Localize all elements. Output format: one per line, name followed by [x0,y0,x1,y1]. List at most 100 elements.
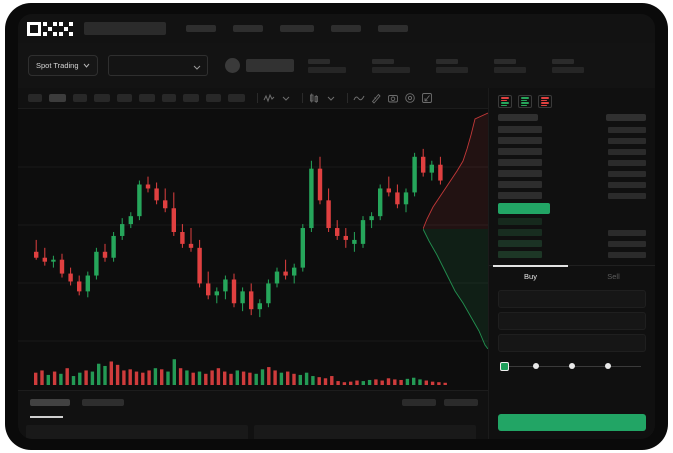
order-total-field[interactable] [498,334,646,352]
timeframe-list [28,94,252,102]
spot-trading-label: Spot Trading [36,61,79,70]
stat-high-24h-label [435,58,458,64]
bid-row[interactable] [489,238,655,249]
timeframe-4[interactable] [94,94,110,102]
timeframe-6[interactable] [139,94,155,102]
ask-row[interactable] [489,157,655,168]
stat-change-24h-label [371,58,394,64]
nav-item-4[interactable] [331,25,361,32]
slider-stop-50[interactable] [569,363,575,369]
ask-row[interactable] [489,179,655,190]
timeframe-10[interactable] [228,94,245,102]
stat-volume-24h [551,58,584,73]
market-stats-row [294,58,584,73]
stat-low-24h [493,58,526,73]
order-price-field[interactable] [498,290,646,308]
slider-stop-25[interactable] [533,363,539,369]
stat-change-24h [371,58,410,73]
toolbar-divider [302,93,303,103]
ask-row[interactable] [489,146,655,157]
indicators-icon[interactable] [263,92,275,104]
buy-submit-button[interactable] [498,414,646,431]
bid-row[interactable] [489,216,655,227]
orders-action-1[interactable] [402,399,436,406]
buy-sell-tabs: Buy Sell [489,265,655,286]
order-form-fields [489,290,655,352]
fullscreen-icon[interactable] [421,92,433,104]
timeframe-1[interactable] [28,94,42,102]
ask-row[interactable] [489,135,655,146]
tab-sell[interactable]: Sell [607,272,620,281]
bid-row-amount [608,240,646,247]
candlestick-icon[interactable] [308,92,320,104]
orderbook-view-toggle [489,88,655,108]
device-frame: Spot Trading [5,3,668,450]
bid-row-price [498,229,542,236]
order-amount-field[interactable] [498,312,646,330]
bid-row[interactable] [489,227,655,238]
timeframe-9[interactable] [206,94,221,102]
ask-row-amount [608,181,646,188]
bid-row-amount [608,251,646,258]
toolbar-divider [257,93,258,103]
ask-row[interactable] [489,124,655,135]
orders-box-right [254,425,476,439]
ask-row[interactable] [489,168,655,179]
stat-low-24h-label [493,58,516,64]
timeframe-5[interactable] [117,94,132,102]
toolbar-divider [347,93,348,103]
stat-change-24h-value [371,66,410,73]
ask-row-amount [608,159,646,166]
tab-order-history[interactable] [82,399,124,406]
spot-trading-dropdown[interactable]: Spot Trading [28,55,98,76]
slider-handle[interactable] [500,362,509,371]
tab-open-orders[interactable] [30,399,70,406]
nav-item-5[interactable] [378,25,408,32]
pair-summary[interactable] [224,58,294,73]
orderbook-view-asks-icon[interactable] [538,95,552,108]
ask-row-price [498,170,542,177]
orderbook-view-both-icon[interactable] [498,95,512,108]
orderbook-bids[interactable] [489,216,655,260]
nav-item-1[interactable] [186,25,216,32]
okx-logo[interactable] [27,21,73,36]
timeframe-8[interactable] [183,94,199,102]
nav-item-3[interactable] [280,25,314,32]
trading-pair-select[interactable] [107,55,208,76]
bid-row-price [498,251,542,258]
price-chart-panel[interactable] [18,109,488,390]
active-tab-underline [30,416,63,418]
ask-row-amount [608,192,646,199]
ask-row[interactable] [489,190,655,201]
stat-volume-24h-value [551,66,584,73]
drawing-tools-icon[interactable] [370,92,382,104]
settings-gear-icon[interactable] [404,92,416,104]
ask-row-price [498,137,542,144]
orderbook-header-price [498,114,538,121]
volume-chart [34,359,447,385]
line-chart-icon[interactable] [353,92,365,104]
bid-row-price [498,218,542,225]
orderbook-view-bids-icon[interactable] [518,95,532,108]
bid-row-amount [608,229,646,236]
orders-box-left [26,425,248,439]
timeframe-7[interactable] [162,94,176,102]
timeframe-2[interactable] [49,94,66,102]
search-input[interactable] [84,22,166,35]
bid-row-price [498,240,542,247]
orders-action-2[interactable] [444,399,478,406]
chevron-down-icon[interactable] [325,92,337,104]
app-screen: Spot Trading [18,14,655,439]
camera-icon[interactable] [387,92,399,104]
stat-low-24h-value [493,66,526,73]
tab-buy[interactable]: Buy [489,265,572,286]
order-percent-slider[interactable] [500,361,644,372]
bid-row[interactable] [489,249,655,260]
slider-stop-75[interactable] [605,363,611,369]
chevron-down-icon [193,57,201,75]
nav-item-2[interactable] [233,25,263,32]
timeframe-3[interactable] [73,94,87,102]
coin-avatar [224,58,240,73]
orderbook-asks[interactable] [489,124,655,201]
chevron-down-icon[interactable] [280,92,292,104]
